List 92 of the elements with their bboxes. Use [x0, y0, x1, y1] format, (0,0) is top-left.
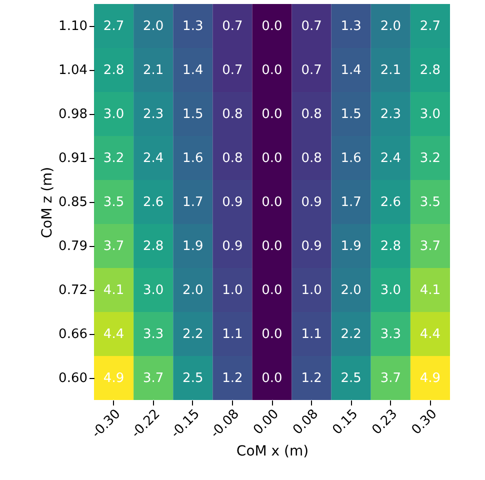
data-label: 1.2 [301, 371, 322, 386]
y-tick-label: 0.79 [58, 239, 88, 254]
y-tick-label: 0.60 [58, 371, 88, 386]
data-label: 2.7 [420, 19, 441, 34]
data-label: 2.4 [142, 151, 164, 166]
data-label: 2.0 [182, 283, 204, 298]
data-label: 3.5 [103, 195, 124, 210]
data-label: 0.8 [301, 151, 322, 166]
data-label: 0.9 [222, 239, 243, 254]
data-label: 2.8 [420, 63, 441, 78]
data-label: 1.9 [340, 239, 362, 254]
data-label: 2.5 [182, 371, 204, 386]
data-label: 1.7 [340, 195, 362, 210]
data-label: 2.1 [380, 63, 402, 78]
data-label: 2.3 [380, 107, 402, 122]
data-label: 3.7 [380, 371, 402, 386]
data-label: 1.5 [340, 107, 362, 122]
data-label: 1.5 [182, 107, 204, 122]
data-label: 0.0 [262, 371, 282, 386]
data-label: 2.6 [142, 195, 164, 210]
data-label: 4.9 [103, 371, 124, 386]
data-label: 0.9 [301, 195, 322, 210]
y-tick-label: 0.85 [58, 195, 88, 210]
data-label: 0.7 [222, 63, 243, 78]
data-label: 0.7 [301, 63, 322, 78]
data-label: 3.3 [142, 327, 164, 342]
data-label: 0.8 [222, 151, 243, 166]
data-label: 0.0 [262, 19, 282, 34]
data-label: 2.0 [340, 283, 362, 298]
y-axis-title: CoM z (m) [40, 166, 56, 238]
data-label: 0.7 [222, 19, 243, 34]
data-label: 2.0 [142, 19, 164, 34]
data-label: 0.0 [262, 195, 282, 210]
data-label: 1.3 [182, 19, 204, 34]
data-label: 1.0 [301, 283, 322, 298]
data-label: 0.0 [262, 107, 282, 122]
data-label: 0.8 [301, 107, 322, 122]
data-label: 1.1 [301, 327, 322, 342]
data-label: 4.4 [420, 327, 441, 342]
data-label: 2.2 [340, 327, 362, 342]
data-label: 3.7 [142, 371, 164, 386]
data-label: 0.0 [262, 327, 282, 342]
data-label: 3.0 [380, 283, 402, 298]
data-label: 2.5 [340, 371, 362, 386]
data-label: 1.9 [182, 239, 204, 254]
data-label: 2.4 [380, 151, 402, 166]
data-label: 0.0 [262, 283, 282, 298]
data-label: 3.3 [380, 327, 402, 342]
data-label: 3.2 [420, 151, 441, 166]
y-tick-label: 0.66 [58, 327, 88, 342]
x-axis-title: CoM x (m) [236, 443, 309, 460]
y-tick-label: 1.10 [58, 19, 88, 34]
data-label: 2.1 [142, 63, 164, 78]
data-label: 1.4 [340, 63, 362, 78]
data-label: 3.5 [420, 195, 441, 210]
data-label: 4.1 [420, 283, 441, 298]
data-label: 3.7 [103, 239, 124, 254]
data-label: 2.3 [142, 107, 164, 122]
data-label: 3.0 [103, 107, 124, 122]
data-label: 3.2 [103, 151, 124, 166]
data-label: 3.0 [420, 107, 441, 122]
data-label: 4.1 [103, 283, 124, 298]
y-tick-label: 1.04 [58, 63, 88, 78]
data-label: 2.8 [103, 63, 124, 78]
data-label: 1.1 [222, 327, 243, 342]
data-label: 1.4 [182, 63, 204, 78]
data-label: 0.0 [262, 239, 282, 254]
data-label: 1.6 [340, 151, 362, 166]
data-label: 4.4 [103, 327, 124, 342]
data-label: 0.7 [301, 19, 322, 34]
data-label: 2.0 [380, 19, 402, 34]
data-label: 0.9 [222, 195, 243, 210]
data-label: 0.8 [222, 107, 243, 122]
data-label: 2.8 [380, 239, 402, 254]
data-label: 3.7 [420, 239, 441, 254]
y-tick-label: 0.98 [58, 107, 88, 122]
data-label: 1.6 [182, 151, 204, 166]
data-label: 0.0 [262, 63, 282, 78]
data-label: 2.8 [142, 239, 164, 254]
y-tick-label: 0.72 [58, 283, 88, 298]
data-label: 2.6 [380, 195, 402, 210]
data-label: 1.0 [222, 283, 243, 298]
data-label: 4.9 [420, 371, 441, 386]
data-label: 3.0 [142, 283, 164, 298]
data-label: 1.3 [340, 19, 362, 34]
data-label: 2.7 [103, 19, 124, 34]
y-tick-label: 0.91 [58, 151, 88, 166]
data-label: 1.7 [182, 195, 204, 210]
data-label: 0.9 [301, 239, 322, 254]
data-label: 0.0 [262, 151, 282, 166]
data-label: 2.2 [182, 327, 204, 342]
data-label: 1.2 [222, 371, 243, 386]
